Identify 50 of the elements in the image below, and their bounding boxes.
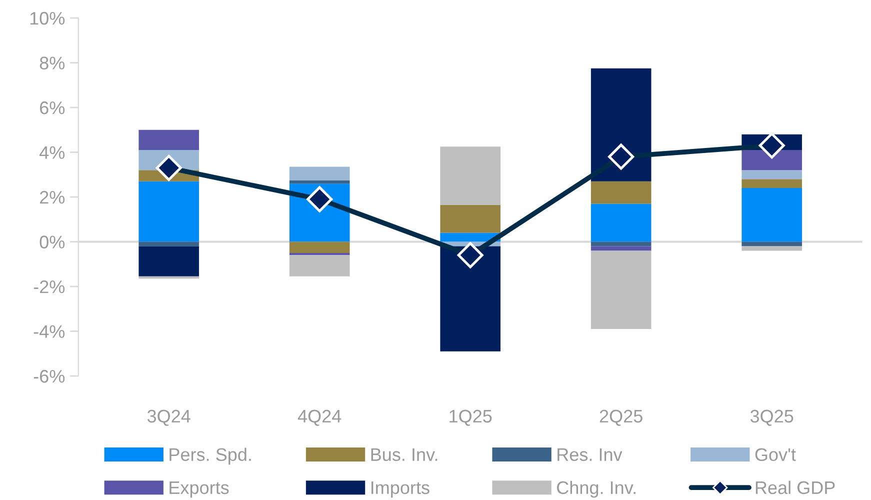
- legend-label: Exports: [170, 481, 229, 498]
- y-tick-label: 10%: [30, 12, 65, 25]
- bar: [590, 181, 652, 204]
- bar: [289, 255, 350, 276]
- bar: [742, 179, 802, 188]
- x-tick-label: 3Q25: [750, 410, 794, 426]
- x-tick-label: 1Q25: [450, 410, 492, 426]
- point: [758, 132, 785, 159]
- bar: [289, 180, 350, 184]
- bar: [742, 242, 802, 246]
- bar: [590, 68, 652, 182]
- x-tick-label: 3Q24: [147, 410, 190, 426]
- bar: [742, 246, 802, 251]
- point: [608, 144, 634, 170]
- bar: [742, 188, 802, 242]
- point: [306, 186, 333, 212]
- y-tick-label: 4%: [40, 146, 65, 159]
- legend-label: Pers. Spd.: [170, 448, 251, 465]
- bar: [742, 170, 802, 180]
- bar: [590, 204, 652, 242]
- bar: [138, 276, 199, 279]
- bar: [289, 242, 350, 253]
- y-tick-label: 2%: [40, 190, 65, 204]
- legend-label: Imports: [371, 481, 430, 498]
- x-tick-label: 4Q24: [298, 410, 342, 426]
- bar: [138, 130, 199, 150]
- bar: [590, 242, 652, 246]
- bar: [289, 166, 350, 180]
- legend-label: Res. Inv: [558, 448, 622, 461]
- bar: [440, 204, 500, 233]
- y-tick-label: -4%: [34, 325, 65, 338]
- point: [457, 242, 484, 268]
- bar: [742, 150, 802, 170]
- y-tick-label: -2%: [34, 280, 65, 294]
- bar: [138, 181, 199, 242]
- legend-label: Chng. Inv.: [557, 480, 636, 498]
- legend-label: Bus. Inv.: [371, 448, 438, 461]
- y-tick-label: -6%: [34, 370, 65, 383]
- legend-label: Real GDP: [756, 480, 835, 494]
- y-tick-label: 6%: [40, 101, 65, 114]
- bar: [138, 242, 199, 246]
- bar: [590, 250, 652, 330]
- bar: [440, 146, 500, 205]
- bar: [138, 246, 199, 276]
- point: [156, 154, 182, 181]
- y-tick-label: 8%: [40, 56, 65, 70]
- bar: [590, 246, 652, 251]
- y-tick-label: 0%: [40, 236, 65, 248]
- x-tick-label: 2Q25: [600, 410, 642, 426]
- legend-label: Gov't: [755, 448, 796, 461]
